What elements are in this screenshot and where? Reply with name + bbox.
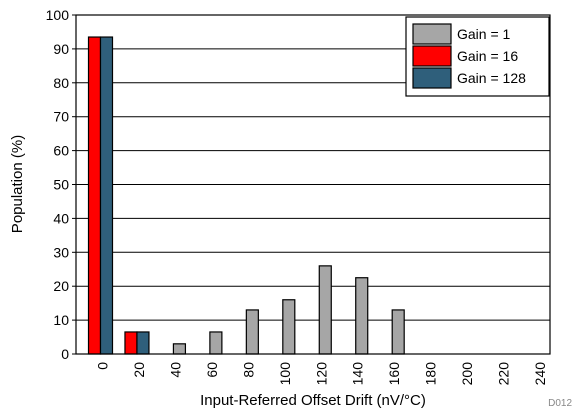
legend-swatch <box>412 45 452 67</box>
x-tick-label: 40 <box>167 362 183 378</box>
y-tick-label: 30 <box>53 244 69 260</box>
x-tick-label: 80 <box>240 362 256 378</box>
bar-gain-1-140 <box>355 277 369 355</box>
x-axis-ticks: 0 20 40 60 80 100 120 140 160 180 200 220 240 <box>95 362 549 386</box>
y-tick-label: 100 <box>46 7 70 23</box>
x-tick-label: 20 <box>131 362 147 378</box>
x-tick-label: 180 <box>423 362 439 386</box>
y-tick-label: 0 <box>61 346 69 362</box>
bar-gain-1-120 <box>318 265 332 355</box>
bar-gain-16-0 <box>87 36 102 355</box>
bar-gain-1-160 <box>391 309 405 355</box>
y-tick-label: 90 <box>53 41 69 57</box>
bar-gain-1-80 <box>245 309 259 355</box>
y-tick-label: 40 <box>53 210 69 226</box>
x-tick-label: 160 <box>386 362 402 386</box>
x-tick-label: 60 <box>204 362 220 378</box>
y-tick-label: 20 <box>53 278 69 294</box>
y-axis-title: Population (%) <box>9 135 26 233</box>
y-tick-label: 80 <box>53 75 69 91</box>
bars <box>87 36 405 355</box>
x-axis-title: Input-Referred Offset Drift (nV/°C) <box>200 392 426 409</box>
x-tick-label: 0 <box>95 362 111 370</box>
legend-label: Gain = 16 <box>457 48 518 64</box>
x-tick-label: 140 <box>350 362 366 386</box>
y-tick-label: 70 <box>53 109 69 125</box>
bar-gain-1-60 <box>209 331 223 355</box>
legend-label: Gain = 128 <box>457 70 526 86</box>
bar-gain-1-100 <box>282 299 296 355</box>
x-tick-label: 220 <box>496 362 512 386</box>
legend: Gain = 1 Gain = 16 Gain = 128 <box>405 16 550 97</box>
bar-gain-16-20 <box>124 331 138 355</box>
y-tick-label: 10 <box>53 312 69 328</box>
bar-gain-128-0 <box>99 36 114 355</box>
y-tick-label: 50 <box>53 177 69 193</box>
x-tick-label: 200 <box>459 362 475 386</box>
x-tick-label: 120 <box>313 362 329 386</box>
y-axis-ticks: 0 10 20 30 40 50 60 70 80 90 100 <box>46 7 76 362</box>
legend-label: Gain = 1 <box>457 26 511 42</box>
x-tick-label: 100 <box>277 362 293 386</box>
bar-gain-1-40 <box>172 343 187 355</box>
figure-code: D012 <box>548 398 572 409</box>
y-tick-label: 60 <box>53 143 69 159</box>
bar-gain-128-20 <box>136 331 150 355</box>
legend-swatch <box>412 67 452 89</box>
legend-swatch <box>412 23 452 45</box>
gridlines <box>76 48 550 321</box>
x-tick-label: 240 <box>532 362 548 386</box>
